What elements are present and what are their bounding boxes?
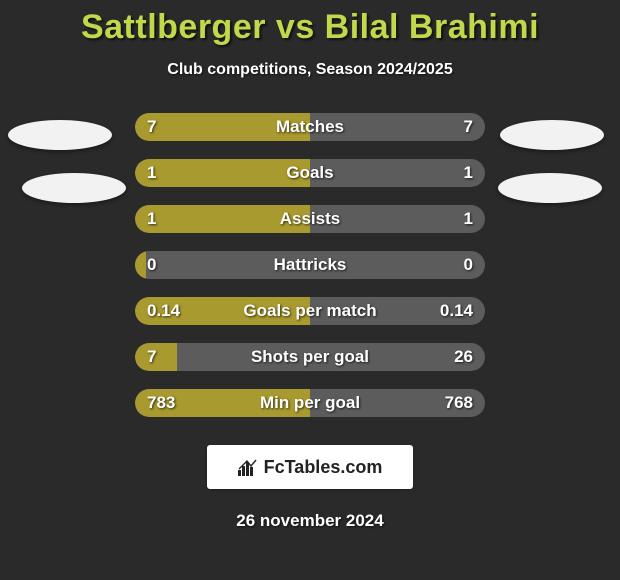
page-title: Sattlberger vs Bilal Brahimi [0, 0, 620, 47]
date-text: 26 november 2024 [0, 511, 620, 531]
stat-fill-left [135, 113, 310, 141]
stat-track [135, 113, 485, 141]
stat-track [135, 159, 485, 187]
stat-row: Goals11 [0, 151, 620, 197]
stat-track [135, 205, 485, 233]
stat-row: Min per goal783768 [0, 381, 620, 427]
comparison-container: Sattlberger vs Bilal Brahimi Club compet… [0, 0, 620, 580]
stat-track [135, 251, 485, 279]
logo-text: FcTables.com [264, 457, 383, 478]
stat-fill-left [135, 159, 310, 187]
stat-track [135, 343, 485, 371]
stat-track [135, 297, 485, 325]
chart-icon [238, 458, 258, 476]
stat-fill-left [135, 251, 146, 279]
stat-track [135, 389, 485, 417]
fctables-logo: FcTables.com [238, 457, 383, 478]
stat-fill-left [135, 297, 310, 325]
stats-bars: Matches77Goals11Assists11Hattricks00Goal… [0, 105, 620, 427]
stat-row: Hattricks00 [0, 243, 620, 289]
logo-box[interactable]: FcTables.com [207, 445, 413, 489]
stat-row: Goals per match0.140.14 [0, 289, 620, 335]
stat-fill-left [135, 205, 310, 233]
stat-fill-left [135, 389, 310, 417]
stat-row: Matches77 [0, 105, 620, 151]
stat-row: Shots per goal726 [0, 335, 620, 381]
stat-row: Assists11 [0, 197, 620, 243]
stat-fill-left [135, 343, 177, 371]
subtitle: Club competitions, Season 2024/2025 [0, 61, 620, 79]
